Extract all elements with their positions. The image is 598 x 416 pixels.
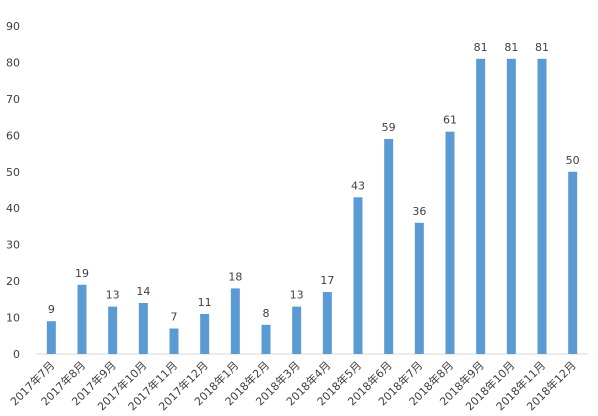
value-label: 18 (228, 270, 242, 283)
y-tick-label: 20 (6, 275, 20, 288)
value-label: 81 (504, 41, 518, 54)
bar (292, 306, 302, 354)
value-label: 7 (171, 310, 178, 323)
value-label: 17 (320, 274, 334, 287)
y-tick-label: 90 (6, 20, 20, 33)
bar (322, 292, 332, 354)
value-label: 8 (263, 307, 270, 320)
bar (46, 321, 56, 354)
value-label: 9 (48, 303, 55, 316)
bar (200, 313, 210, 354)
value-label: 11 (198, 296, 212, 309)
bar (138, 302, 148, 354)
bar (414, 222, 424, 354)
value-label: 19 (75, 267, 89, 280)
bar (77, 284, 87, 354)
value-label: 81 (474, 41, 488, 54)
value-label: 43 (351, 179, 365, 192)
bar (108, 306, 118, 354)
bar (261, 324, 271, 354)
bar (568, 171, 578, 354)
bar (506, 58, 516, 355)
y-tick-label: 70 (6, 93, 20, 106)
value-label: 13 (106, 289, 120, 302)
bar (353, 197, 363, 354)
bar (445, 131, 455, 354)
value-label: 36 (412, 205, 426, 218)
bar (384, 138, 394, 354)
y-tick-label: 40 (6, 202, 20, 215)
y-tick-label: 60 (6, 129, 20, 142)
value-label: 81 (535, 41, 549, 54)
bar (230, 288, 240, 354)
value-label: 50 (566, 154, 580, 167)
value-label: 61 (443, 114, 457, 127)
y-tick-label: 30 (6, 239, 20, 252)
y-tick-label: 10 (6, 312, 20, 325)
y-tick-label: 0 (13, 348, 20, 361)
y-tick-label: 50 (6, 166, 20, 179)
value-label: 59 (382, 121, 396, 134)
bar (476, 58, 486, 355)
bar (169, 328, 179, 354)
bar (537, 58, 547, 355)
value-label: 13 (290, 289, 304, 302)
y-tick-label: 80 (6, 56, 20, 69)
value-label: 14 (136, 285, 150, 298)
